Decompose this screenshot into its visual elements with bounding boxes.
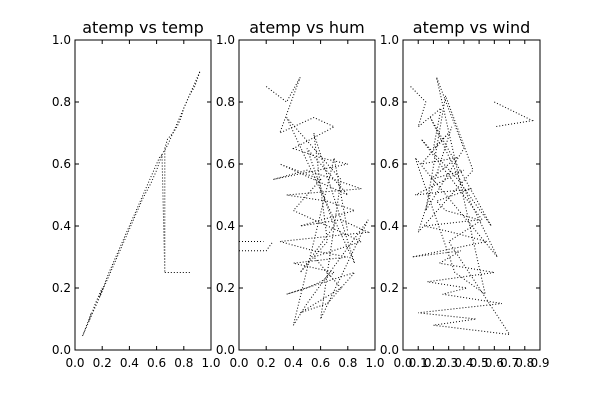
data-trace-2 [239,241,274,252]
y-tick-label: 0.4 [216,219,235,233]
y-tick-label: 0.2 [216,281,235,295]
x-tick-label: 0.4 [120,356,139,370]
y-tick-label: 0.8 [52,95,71,109]
y-tick-label: 1.0 [52,33,71,47]
y-tick-label: 0.6 [380,157,399,171]
y-tick-label: 0.8 [380,95,399,109]
y-tick-label: 0.0 [52,343,71,357]
x-tick-label: 1.0 [201,356,220,370]
x-tick-label: 0.0 [65,356,84,370]
data-trace-2 [494,101,535,128]
y-tick-label: 0.2 [380,281,399,295]
plot-frame [402,39,541,351]
x-tick-label: 0.4 [454,356,473,370]
x-tick-label: 0.6 [311,356,330,370]
y-tick-label: 0.6 [216,157,235,171]
x-tick-label: 1.0 [365,356,384,370]
y-tick-label: 1.0 [216,33,235,47]
data-trace-1 [265,76,371,326]
y-tick-label: 0.4 [380,219,399,233]
x-tick-label: 0.4 [284,356,303,370]
x-tick-label: 0.1 [409,356,428,370]
x-tick-label: 0.6 [485,356,504,370]
y-tick-label: 0.2 [52,281,71,295]
data-trace-1 [410,77,511,336]
plot-frame [74,39,212,351]
x-tick-label: 0.2 [257,356,276,370]
x-tick-label: 0.2 [424,356,443,370]
x-tick-label: 0.2 [93,356,112,370]
x-tick-label: 0.7 [500,356,519,370]
x-tick-label: 0.0 [229,356,248,370]
subplot-atemp-vs-hum: atemp vs hum 0.0 0.2 0.4 0.6 0.8 1.0 0.0 0.2 0.4… [216,18,385,370]
y-tick-label: 0.0 [216,343,235,357]
subplot-title: atemp vs hum [249,18,365,37]
x-tick-label: 0.6 [147,356,166,370]
y-tick-label: 1.0 [380,33,399,47]
subplot-atemp-vs-wind: atemp vs wind 0.00.10.20.30.40.50.60.70.… [380,18,550,370]
x-tick-label: 0.9 [530,356,549,370]
subplot-title: atemp vs temp [82,18,204,37]
x-tick-label: 0.5 [470,356,489,370]
x-tick-label: 0.8 [174,356,193,370]
y-tick-label: 0.0 [380,343,399,357]
x-tick-label: 0.3 [439,356,458,370]
y-tick-label: 0.6 [52,157,71,171]
y-tick-label: 0.8 [216,95,235,109]
x-tick-label: 0.8 [515,356,534,370]
y-tick-label: 0.4 [52,219,71,233]
x-tick-label: 0.0 [393,356,412,370]
subplot-title: atemp vs wind [413,18,530,37]
subplot-atemp-vs-temp: atemp vs temp 0.0 0.2 0.4 0.6 0.8 1.0 0.0 0.2 0.… [52,18,221,370]
data-trace-1 [81,70,201,338]
x-tick-label: 0.8 [338,356,357,370]
